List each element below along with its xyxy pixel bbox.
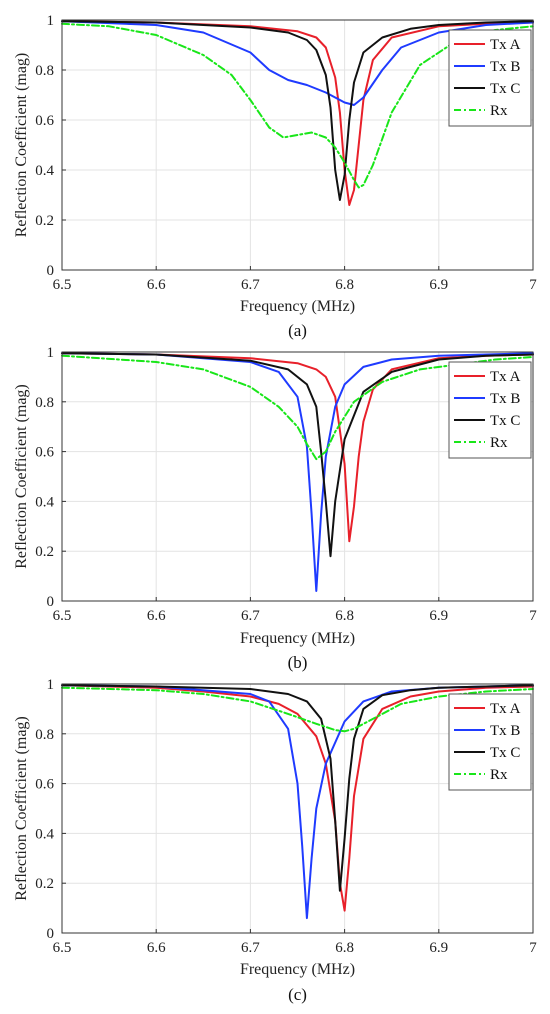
x-tick-label: 6.9 — [429, 608, 448, 624]
y-tick-label: 0.2 — [35, 876, 54, 892]
y-tick-label: 1 — [47, 677, 55, 693]
y-tick-label: 0.6 — [35, 113, 54, 129]
series-line-rx — [61, 22, 534, 189]
y-tick-label: 0 — [47, 594, 55, 610]
series-line-rx — [61, 354, 534, 461]
panel-label: (a) — [288, 321, 307, 340]
series-line-tx-a — [61, 20, 534, 206]
series-line-tx-b — [61, 20, 534, 106]
axes-box — [61, 19, 534, 271]
y-tick-label: 0.6 — [35, 445, 54, 461]
legend-box — [448, 29, 532, 127]
legend: Tx A Tx B Tx C Rx — [448, 693, 532, 791]
series-line-rx — [61, 686, 534, 733]
legend-label: Rx — [490, 435, 508, 451]
panel-label: (c) — [288, 985, 307, 1004]
x-tick-label: 6.7 — [241, 940, 260, 956]
panel-label: (b) — [288, 653, 308, 672]
x-tick-label: 6.6 — [147, 940, 166, 956]
y-tick-label: 0.4 — [35, 163, 54, 179]
x-tick-label: 6.8 — [335, 608, 354, 624]
x-tick-label: 7 — [529, 608, 537, 624]
y-tick-label: 0.2 — [35, 544, 54, 560]
legend-label: Tx B — [490, 59, 520, 75]
x-tick-label: 6.9 — [429, 940, 448, 956]
y-axis-label: Reflection Coefficient (mag) — [13, 384, 30, 569]
legend-label: Tx C — [490, 745, 520, 761]
legend-box — [448, 693, 532, 791]
x-tick-label: 6.8 — [335, 940, 354, 956]
y-tick-label: 0.6 — [35, 777, 54, 793]
y-tick-label: 0.4 — [35, 494, 54, 510]
x-tick-label: 7 — [529, 940, 537, 956]
chart-panel-2: 6.5 6.6 6.7 6.8 6.9 7 0 0.2 0.4 0.6 0.8 1 Frequency … — [13, 677, 537, 1004]
legend-label: Tx B — [490, 723, 520, 739]
y-tick-label: 0.8 — [35, 727, 54, 743]
series-line-tx-c — [61, 20, 534, 201]
x-axis-label: Frequency (MHz) — [240, 630, 355, 647]
legend-label: Tx A — [490, 701, 521, 717]
y-tick-label: 0.4 — [35, 826, 54, 842]
chart-panel-0: 6.5 6.6 6.7 6.8 6.9 7 0 0.2 0.4 0.6 0.8 1 Frequency … — [13, 13, 537, 340]
axes-box — [61, 683, 534, 934]
x-tick-label: 6.9 — [429, 277, 448, 293]
legend-label: Tx B — [490, 391, 520, 407]
y-tick-label: 1 — [47, 345, 55, 361]
legend-box — [448, 361, 532, 459]
y-tick-label: 0.8 — [35, 63, 54, 79]
x-tick-label: 6.5 — [53, 608, 72, 624]
series-line-tx-b — [61, 352, 534, 592]
x-tick-label: 7 — [529, 277, 537, 293]
series-line-tx-c — [61, 352, 534, 558]
legend-label: Rx — [490, 767, 508, 783]
series-line-tx-a — [61, 352, 534, 543]
legend-label: Rx — [490, 103, 508, 119]
chart-panel-1: 6.5 6.6 6.7 6.8 6.9 7 0 0.2 0.4 0.6 0.8 1 Frequency … — [13, 345, 537, 672]
x-tick-label: 6.5 — [53, 940, 72, 956]
y-tick-label: 0 — [47, 926, 55, 942]
series-line-tx-c — [61, 684, 534, 892]
legend: Tx A Tx B Tx C Rx — [448, 361, 532, 459]
legend-label: Tx A — [490, 369, 521, 385]
legend: Tx A Tx B Tx C Rx — [448, 29, 532, 127]
x-tick-label: 6.7 — [241, 608, 260, 624]
x-tick-label: 6.8 — [335, 277, 354, 293]
legend-label: Tx C — [490, 81, 520, 97]
x-tick-label: 6.6 — [147, 608, 166, 624]
x-tick-label: 6.6 — [147, 277, 166, 293]
y-axis-label: Reflection Coefficient (mag) — [13, 53, 30, 238]
y-tick-label: 1 — [47, 13, 55, 29]
y-tick-label: 0.8 — [35, 395, 54, 411]
x-tick-label: 6.7 — [241, 277, 260, 293]
x-axis-label: Frequency (MHz) — [240, 961, 355, 978]
y-tick-label: 0.2 — [35, 213, 54, 229]
y-tick-label: 0 — [47, 263, 55, 279]
x-tick-label: 6.5 — [53, 277, 72, 293]
legend-label: Tx A — [490, 37, 521, 53]
y-axis-label: Reflection Coefficient (mag) — [13, 716, 30, 901]
axes-box — [61, 351, 534, 602]
x-axis-label: Frequency (MHz) — [240, 298, 355, 315]
legend-label: Tx C — [490, 413, 520, 429]
